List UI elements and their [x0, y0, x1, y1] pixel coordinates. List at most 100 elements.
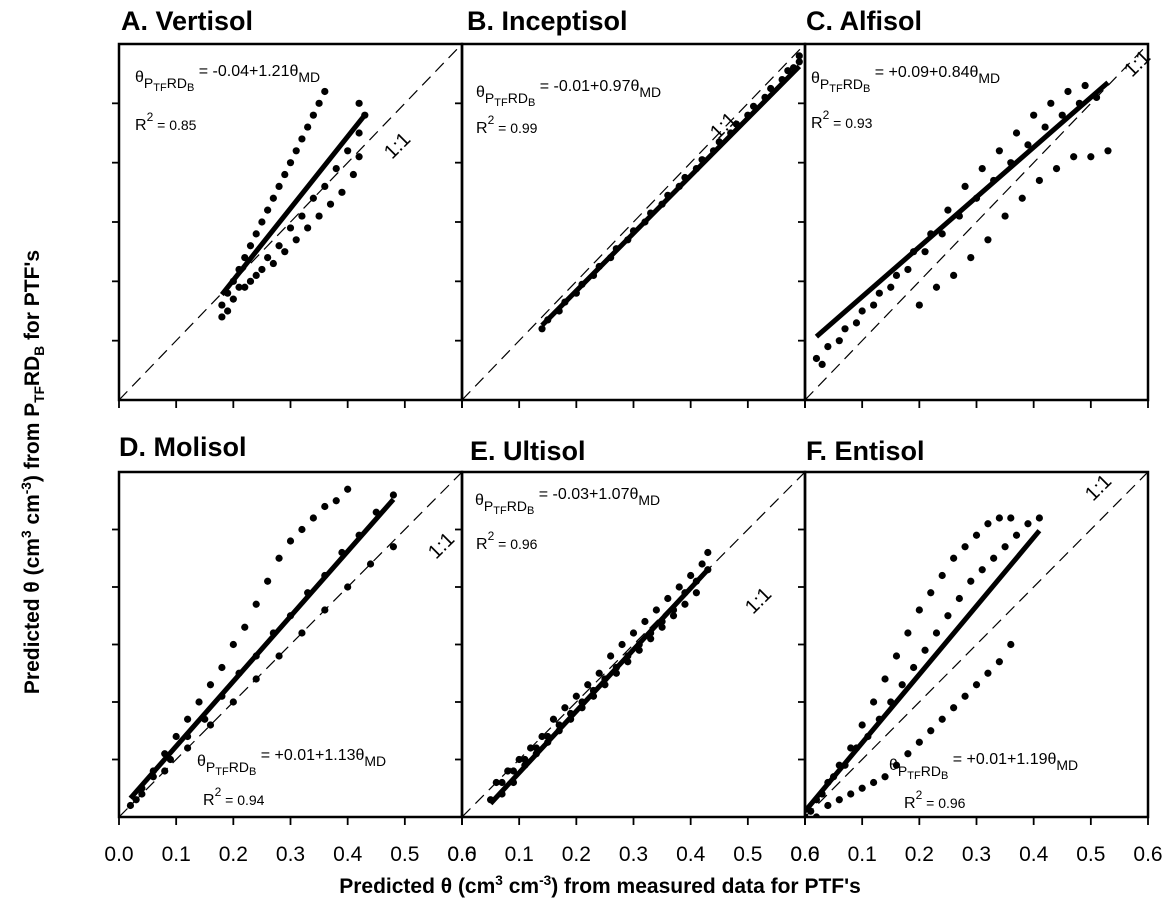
- data-point: [246, 242, 255, 250]
- data-point: [326, 200, 335, 208]
- data-point: [504, 767, 512, 775]
- data-point: [286, 224, 295, 232]
- data-point: [321, 502, 329, 511]
- one-to-one-label: 1:1: [741, 583, 776, 618]
- data-point: [972, 531, 981, 539]
- x-tick-label: 0.4: [333, 843, 363, 866]
- data-point: [784, 67, 792, 75]
- data-point: [304, 123, 312, 131]
- data-point: [687, 571, 695, 580]
- data-point: [898, 681, 906, 689]
- data-point: [572, 692, 580, 700]
- data-point: [315, 99, 323, 107]
- panel-frame: [460, 470, 807, 819]
- data-point: [967, 254, 975, 262]
- data-point: [904, 629, 912, 637]
- data-point: [584, 681, 592, 689]
- data-point: [241, 283, 249, 291]
- data-point: [264, 206, 272, 214]
- data-point: [315, 212, 323, 220]
- data-point: [355, 153, 363, 161]
- data-point: [538, 732, 546, 741]
- data-point: [847, 790, 855, 798]
- data-point: [892, 271, 901, 279]
- data-point: [321, 606, 329, 614]
- data-point: [1007, 640, 1015, 649]
- data-point: [978, 165, 986, 173]
- x-tick-label: 0.4: [1019, 843, 1049, 866]
- data-point: [275, 242, 283, 250]
- one-to-one-label: 1:1: [380, 128, 415, 163]
- data-point: [218, 313, 226, 321]
- data-point: [1024, 141, 1032, 149]
- data-point: [824, 801, 832, 810]
- data-point: [921, 248, 929, 256]
- data-point: [298, 629, 306, 637]
- data-point: [921, 646, 929, 654]
- data-point: [389, 543, 397, 551]
- data-point: [366, 560, 375, 568]
- data-point: [669, 612, 678, 620]
- data-point: [252, 230, 260, 238]
- data-point: [1012, 531, 1021, 539]
- data-point: [595, 669, 603, 677]
- data-point: [835, 337, 843, 345]
- data-point: [910, 663, 918, 672]
- panel-title-f: F. Entisol: [806, 436, 925, 466]
- data-point: [309, 194, 317, 202]
- data-point: [795, 52, 803, 60]
- data-point: [824, 343, 832, 351]
- data-point: [858, 307, 866, 315]
- data-point: [229, 698, 237, 706]
- regression-line: [805, 529, 1042, 813]
- panel-6: θPTFRDB = +0.01+1.19θMD R2 = 0.96 1:1: [798, 470, 1150, 825]
- data-point: [344, 485, 352, 493]
- data-point: [955, 594, 963, 603]
- data-point: [195, 698, 203, 706]
- data-point: [681, 600, 689, 608]
- panel-2: θPTFRDB = -0.01+0.97θMD R2 = 0.99 1:1: [455, 42, 807, 408]
- one-to-one-line: [805, 44, 1148, 400]
- data-point: [1047, 99, 1055, 107]
- data-point: [1041, 123, 1049, 131]
- data-point: [647, 635, 655, 643]
- panel-4: θPTFRDB = +0.01+1.13θMD R2 = 0.94 1:1: [112, 470, 464, 825]
- data-point: [355, 99, 363, 107]
- data-point: [275, 652, 283, 660]
- data-point: [698, 560, 706, 568]
- y-axis-label: Predicted θ (cm3 cm-3) from PTFRDB for P…: [19, 249, 48, 695]
- data-point: [298, 135, 306, 143]
- x-tick-label: 0.6: [790, 843, 819, 866]
- data-point: [1070, 153, 1078, 161]
- data-point: [241, 623, 249, 631]
- x-tick-label: 0.0: [447, 843, 476, 866]
- x-tick-label: 0.2: [905, 843, 934, 866]
- one-to-one-label: 1:1: [424, 528, 459, 563]
- data-point: [1064, 87, 1072, 96]
- data-point: [870, 778, 878, 787]
- data-point: [915, 606, 923, 614]
- data-point: [269, 259, 277, 268]
- data-point: [498, 778, 506, 787]
- data-point: [932, 283, 941, 291]
- data-point: [1052, 165, 1061, 173]
- data-point: [258, 265, 266, 274]
- data-point: [275, 554, 283, 562]
- data-point: [927, 589, 935, 597]
- data-point: [629, 629, 638, 637]
- regression-equation: θPTFRDB = -0.01+0.97θMD: [476, 78, 661, 109]
- data-point: [309, 514, 317, 522]
- data-point: [950, 271, 958, 279]
- data-point: [235, 283, 243, 291]
- data-point: [549, 715, 558, 723]
- regression-line: [814, 80, 1110, 339]
- regression-line: [540, 64, 802, 328]
- x-tick-label: 0.1: [162, 843, 191, 866]
- data-point: [1007, 514, 1015, 522]
- data-point: [984, 669, 992, 677]
- data-point: [1058, 111, 1066, 119]
- x-tick-label: 0.3: [276, 843, 305, 866]
- data-point: [875, 289, 883, 297]
- x-tick-label: 0.2: [562, 843, 591, 866]
- x-tick-label: 0.1: [505, 843, 534, 866]
